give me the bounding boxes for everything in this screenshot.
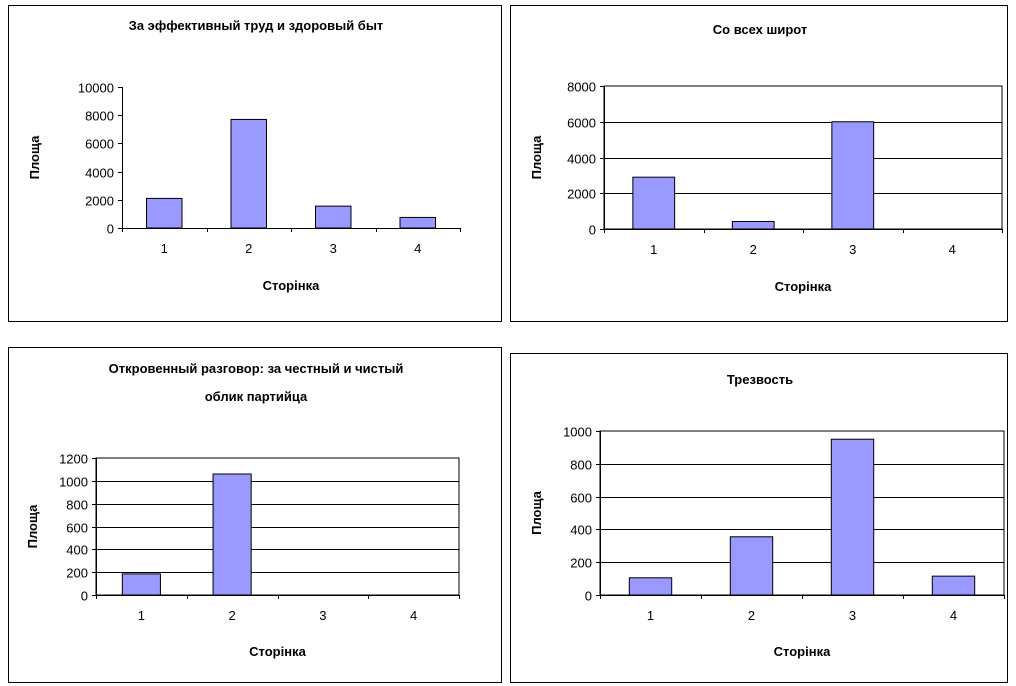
x-tick-label: 2 [750,242,757,257]
chart-title: Со всех широт [713,22,808,37]
chart-title: Трезвость [727,372,793,387]
x-axis-title: Сторінка [774,644,831,659]
y-tick-label: 10000 [78,81,114,96]
y-tick-label: 800 [66,498,88,513]
bar-chart-3: Откровенный разговор: за честный и чисты… [25,361,460,659]
bar-3 [830,438,875,596]
y-tick-label: 0 [585,589,592,604]
x-tick-label: 1 [161,241,168,256]
chart-panel-2: Со всех широт 0 2000 4000 6000 8000 1 2 3 4 Сторін… [510,5,1008,322]
y-tick-label: 400 [66,543,88,558]
y-tick-label: 1200 [59,452,88,467]
y-tick-label: 6000 [567,116,596,131]
x-tick-label: 1 [650,242,657,257]
x-tick-label: 3 [849,608,856,623]
x-tick-label: 3 [319,608,326,623]
x-tick-label: 1 [138,608,145,623]
bar-3 [831,121,875,230]
y-tick-label: 0 [81,589,88,604]
bar-chart-2: Со всех широт 0 2000 4000 6000 8000 1 2 3 4 Сторін… [529,22,1003,294]
y-tick-label: 400 [570,523,592,538]
y-tick-label: 8000 [85,109,114,124]
y-tick-label: 600 [66,521,88,536]
y-tick-label: 6000 [85,137,114,152]
bar-1 [121,573,161,596]
x-tick-label: 2 [245,241,252,256]
bar-3 [315,205,352,229]
x-tick-label: 2 [229,608,236,623]
y-tick-label: 800 [570,458,592,473]
chart-panel-4: Трезвость 0 200 400 600 800 1000 1 2 3 4 Сторінка Пл… [510,353,1008,683]
chart-title: облик партийца [205,389,308,404]
chart-panel-1: За эффективный труд и здоровый быт 0 2000 4… [8,5,502,322]
x-axis-title: Сторінка [263,278,320,293]
x-axis-title: Сторінка [249,644,306,659]
chart-title: Откровенный разговор: за честный и чисты… [109,361,404,376]
chart-title: За эффективный труд и здоровый быт [129,18,384,33]
y-axis-title: Площа [529,135,544,179]
bar-chart-1: За эффективный труд и здоровый быт 0 2000 4… [27,18,461,293]
y-tick-label: 2000 [85,194,114,209]
bar-2 [230,118,267,229]
y-axis-title: Площа [25,504,40,548]
chart-panel-3: Откровенный разговор: за честный и чисты… [8,347,502,683]
bar-chart-4: Трезвость 0 200 400 600 800 1000 1 2 3 4 Сторінка Пл… [529,372,1005,659]
y-tick-label: 8000 [567,80,596,95]
x-tick-label: 3 [849,242,856,257]
x-tick-label: 3 [330,241,337,256]
bar-2 [212,473,252,596]
y-axis-title: Площа [27,135,42,179]
plot-area [599,430,1005,596]
y-tick-label: 4000 [567,152,596,167]
x-tick-label: 4 [414,241,421,256]
y-tick-label: 200 [570,556,592,571]
bar-1 [628,577,673,596]
y-tick-label: 0 [589,223,596,238]
bar-4 [931,575,976,596]
bar-1 [632,176,676,230]
x-axis-title: Сторінка [775,279,832,294]
y-axis-title: Площа [529,490,544,534]
bar-1 [146,197,183,229]
x-tick-label: 4 [950,608,957,623]
y-tick-label: 1000 [563,425,592,440]
x-tick-label: 1 [647,608,654,623]
y-tick-label: 200 [66,566,88,581]
x-tick-label: 4 [410,608,417,623]
y-tick-label: 1000 [59,475,88,490]
bar-2 [731,220,775,230]
x-tick-label: 2 [748,608,755,623]
y-tick-label: 2000 [567,187,596,202]
x-tick-label: 4 [949,242,956,257]
bar-4 [399,216,436,229]
y-tick-label: 0 [107,222,114,237]
y-tick-label: 4000 [85,166,114,181]
y-tick-label: 600 [570,491,592,506]
bar-2 [729,536,774,596]
